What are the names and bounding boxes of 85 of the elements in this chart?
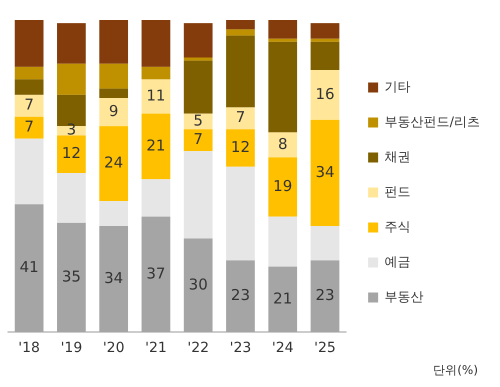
data-label: 7 [24,118,34,136]
bar [226,107,255,130]
data-label: 7 [24,96,34,114]
data-label: 30 [188,275,208,294]
bar [184,129,213,152]
data-label: 37 [146,264,166,282]
x-tick-label: '25 [314,340,336,356]
data-label: 19 [273,176,292,195]
bar [99,64,128,89]
bar [310,23,340,39]
x-tick-label: '21 [145,340,167,356]
data-label: 8 [278,134,288,153]
bar [14,116,44,139]
data-label: 23 [315,286,335,304]
bar [268,132,298,158]
data-label: 7 [236,108,246,126]
bar [268,216,298,267]
legend-label: 예금 [384,254,411,270]
legend-label: 채권 [384,150,411,165]
legend-label: 부동산펀드/리츠 [384,114,480,130]
bar [99,88,128,98]
bar [57,23,86,64]
data-label: 23 [230,286,250,304]
bar [99,201,128,226]
data-label: 34 [104,269,124,288]
data-label: 12 [230,138,250,156]
bar [310,120,340,226]
bar [142,179,170,217]
bar [268,38,298,42]
bar [268,42,298,132]
bar [310,42,340,70]
legend-label: 기타 [384,80,411,95]
data-label: 7 [193,130,203,148]
data-label: 21 [146,136,166,154]
bar [226,36,255,108]
data-label: 9 [108,102,118,120]
data-label: 41 [20,258,39,276]
x-tick-label: '19 [60,340,82,356]
bar [184,114,213,130]
data-label: 16 [315,84,335,103]
bar [14,94,44,117]
bar [57,172,86,223]
bar [142,20,170,67]
bar [226,20,255,30]
bar [142,114,170,180]
legend-label: 펀드 [384,184,411,200]
bar [14,20,44,67]
bar [99,126,128,202]
bar [310,70,340,120]
bar [142,79,170,114]
text: 단위(%) [433,362,478,379]
bar [99,98,128,126]
data-label: 35 [62,267,81,286]
legend-label: 주식 [384,220,411,235]
bar [268,157,298,217]
x-tick-label: '18 [18,340,40,356]
bar [310,38,340,42]
bar [184,151,213,239]
x-tick-label: '20 [102,340,124,356]
bar [57,64,86,95]
bar [99,20,128,64]
data-label: 12 [62,144,81,162]
bar [14,79,44,95]
bar [14,66,44,80]
legend-label: 부동산 [384,290,424,305]
data-label: 11 [146,86,166,104]
bar [57,136,86,173]
bar [226,129,255,167]
bar [142,66,170,80]
x-tick-label: '22 [187,340,210,356]
bar [184,57,213,61]
data-label: 3 [66,120,76,139]
data-label: 5 [193,111,203,130]
bar [226,29,255,36]
x-tick-label: '23 [230,340,252,356]
data-label: 21 [273,289,292,308]
bar [310,226,340,260]
bar [184,23,213,58]
bar [226,166,255,260]
data-label: 24 [104,154,124,172]
data-label: 34 [315,162,335,181]
x-tick-label: '24 [272,340,294,356]
bar [184,60,213,114]
bar [268,20,298,39]
bar [14,138,44,204]
